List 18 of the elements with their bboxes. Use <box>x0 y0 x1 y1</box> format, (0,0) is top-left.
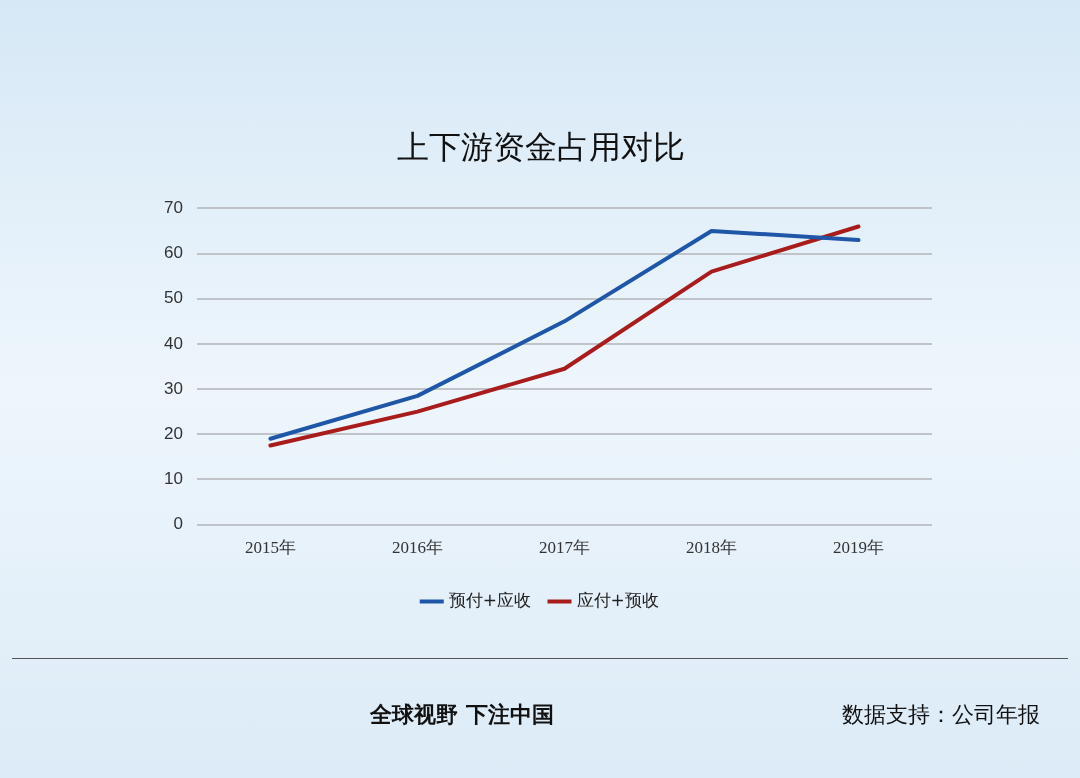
text: 全球视野 下注中国 <box>370 701 554 729</box>
y-tick-label: 0 <box>173 514 183 534</box>
x-tick-label: 2019年 <box>832 538 884 558</box>
y-tick-label: 40 <box>163 333 183 353</box>
y-tick-label: 60 <box>163 243 183 263</box>
legend-label: 预付+应收 <box>448 589 532 610</box>
y-tick-label: 10 <box>163 469 183 489</box>
y-tick-label: 50 <box>163 288 183 308</box>
x-tick-label: 2018年 <box>685 538 737 558</box>
y-tick-label: 20 <box>163 423 183 443</box>
text: 数据支持：公司年报 <box>842 701 1040 729</box>
legend-label: 应付+预收 <box>576 589 659 610</box>
x-tick-label: 2016年 <box>391 538 443 558</box>
chart-title: 上下游资金占用对比 <box>397 127 685 166</box>
y-tick-label: 70 <box>163 198 183 218</box>
x-tick-label: 2015年 <box>244 538 296 558</box>
x-tick-label: 2017年 <box>538 538 590 558</box>
y-tick-label: 30 <box>163 378 183 398</box>
